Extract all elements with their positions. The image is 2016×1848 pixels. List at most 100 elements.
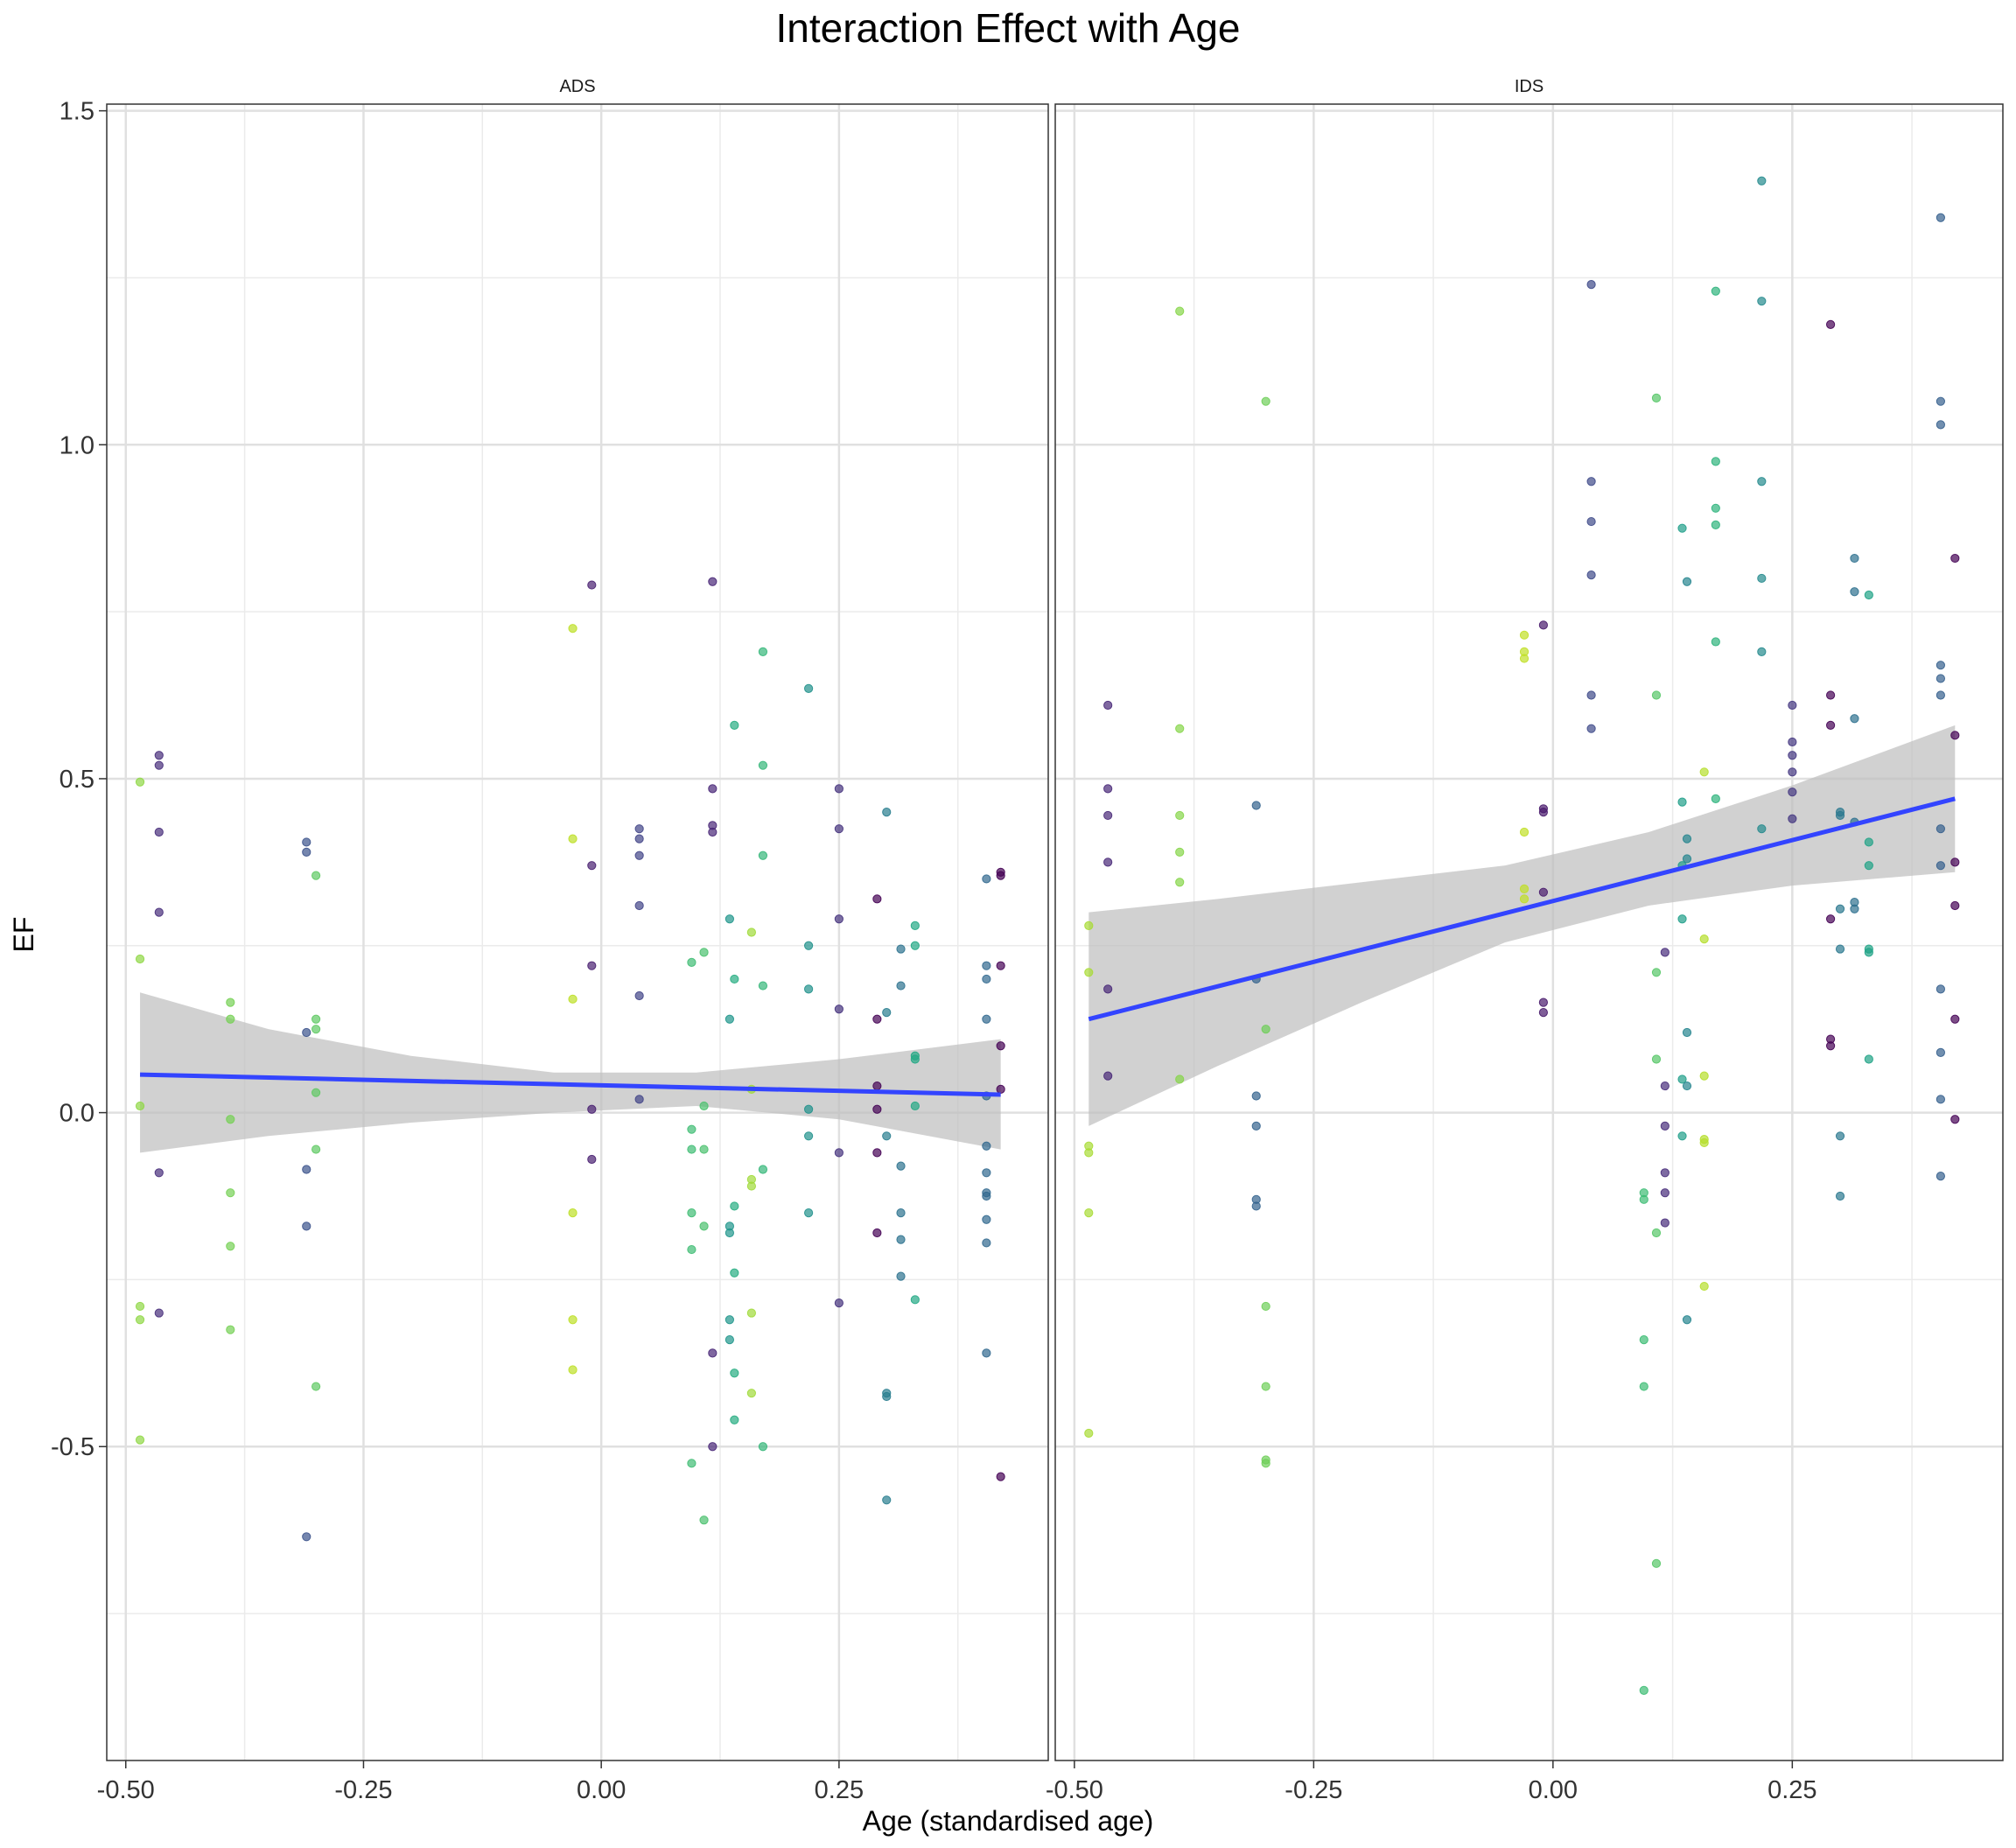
data-point (1936, 984, 1945, 994)
data-point (226, 998, 235, 1007)
regression-line (1088, 796, 1956, 1022)
panel-ads: ADS -0.50 -0.25 0.00 0.25 -0.5 0.0 0.5 1.0 1.5 (51, 77, 1049, 1804)
data-point (1538, 998, 1549, 1007)
data-point (1251, 1091, 1261, 1101)
y-axis-title: EF (8, 917, 39, 953)
data-point (1538, 808, 1549, 817)
data-point (1586, 690, 1596, 700)
data-point (982, 961, 991, 970)
data-point (1699, 1071, 1709, 1081)
data-point (982, 974, 991, 984)
data-point (882, 808, 892, 817)
data-point (1682, 1315, 1692, 1325)
data-point (226, 1188, 235, 1198)
data-point (708, 1348, 718, 1358)
y-tick-label: 1.5 (60, 98, 94, 126)
data-point (1639, 1335, 1648, 1345)
data-point (699, 1516, 709, 1525)
data-point (758, 1165, 768, 1174)
data-point (1103, 810, 1113, 821)
data-point (1864, 948, 1873, 957)
data-point (758, 981, 768, 990)
data-point (1850, 553, 1859, 564)
confidence-band (140, 992, 1001, 1153)
data-point (1084, 920, 1094, 930)
data-point (1950, 900, 1960, 911)
data-point (1660, 948, 1670, 957)
data-point (1711, 794, 1720, 803)
data-point (1261, 1025, 1270, 1034)
x-tick-label: 0.25 (1768, 1776, 1816, 1804)
data-point (302, 1027, 312, 1038)
data-point (1825, 1041, 1836, 1051)
data-point (724, 1315, 734, 1325)
data-point (312, 1144, 321, 1154)
data-point (1175, 847, 1185, 858)
data-point (910, 1295, 920, 1305)
data-point (746, 1181, 756, 1191)
data-point (708, 1442, 718, 1452)
data-point (302, 837, 312, 847)
data-point (1757, 573, 1767, 584)
data-point (1835, 1131, 1845, 1141)
data-point (1651, 1054, 1662, 1064)
data-point (730, 1368, 739, 1378)
data-point (1677, 914, 1687, 924)
data-point (882, 1391, 892, 1402)
data-point (896, 1161, 906, 1171)
data-point (1825, 690, 1836, 700)
data-point (1711, 503, 1720, 513)
data-point (804, 1104, 814, 1114)
data-point (1757, 176, 1767, 186)
data-point (834, 1004, 844, 1014)
data-point (724, 1014, 734, 1024)
data-point (996, 1084, 1005, 1094)
regression-line (139, 1072, 1001, 1097)
data-point (302, 1532, 312, 1542)
data-point (896, 1208, 906, 1218)
data-point (302, 1165, 312, 1174)
data-point (1586, 477, 1596, 486)
data-point (834, 914, 844, 924)
data-point (1660, 1168, 1670, 1178)
data-point (896, 944, 906, 954)
data-point (804, 984, 814, 994)
data-point (910, 1054, 920, 1064)
data-point (1788, 700, 1797, 710)
data-point (724, 914, 734, 924)
data-point (1261, 1459, 1270, 1468)
data-point (1103, 784, 1113, 794)
data-point (135, 1101, 145, 1111)
data-point (1519, 827, 1530, 837)
data-point (135, 954, 145, 964)
data-point (1660, 1121, 1670, 1130)
data-point (746, 928, 756, 937)
data-point (910, 941, 920, 950)
data-point (882, 1007, 892, 1018)
data-point (568, 994, 578, 1004)
data-point (312, 1025, 321, 1034)
data-point (1835, 904, 1845, 914)
data-point (872, 1081, 882, 1091)
y-tick-label: 0.5 (60, 766, 94, 794)
x-tick-label: 0.00 (1529, 1776, 1578, 1804)
data-point (1677, 1131, 1687, 1141)
data-point (1261, 396, 1270, 406)
data-point (687, 1459, 696, 1468)
data-point (1651, 690, 1662, 700)
data-point (730, 1268, 739, 1278)
data-point (910, 920, 920, 930)
data-point (1788, 788, 1797, 797)
data-point (135, 777, 145, 787)
data-point (746, 1389, 756, 1398)
data-point (1757, 824, 1767, 834)
x-axis-title: Age (standardised age) (863, 1805, 1154, 1837)
data-point (982, 1141, 991, 1151)
chart-title: Interaction Effect with Age (775, 5, 1240, 51)
data-point (226, 1242, 235, 1251)
data-point (687, 1124, 696, 1134)
data-point (982, 1348, 991, 1358)
data-point (1175, 810, 1185, 821)
data-point (1103, 858, 1113, 867)
